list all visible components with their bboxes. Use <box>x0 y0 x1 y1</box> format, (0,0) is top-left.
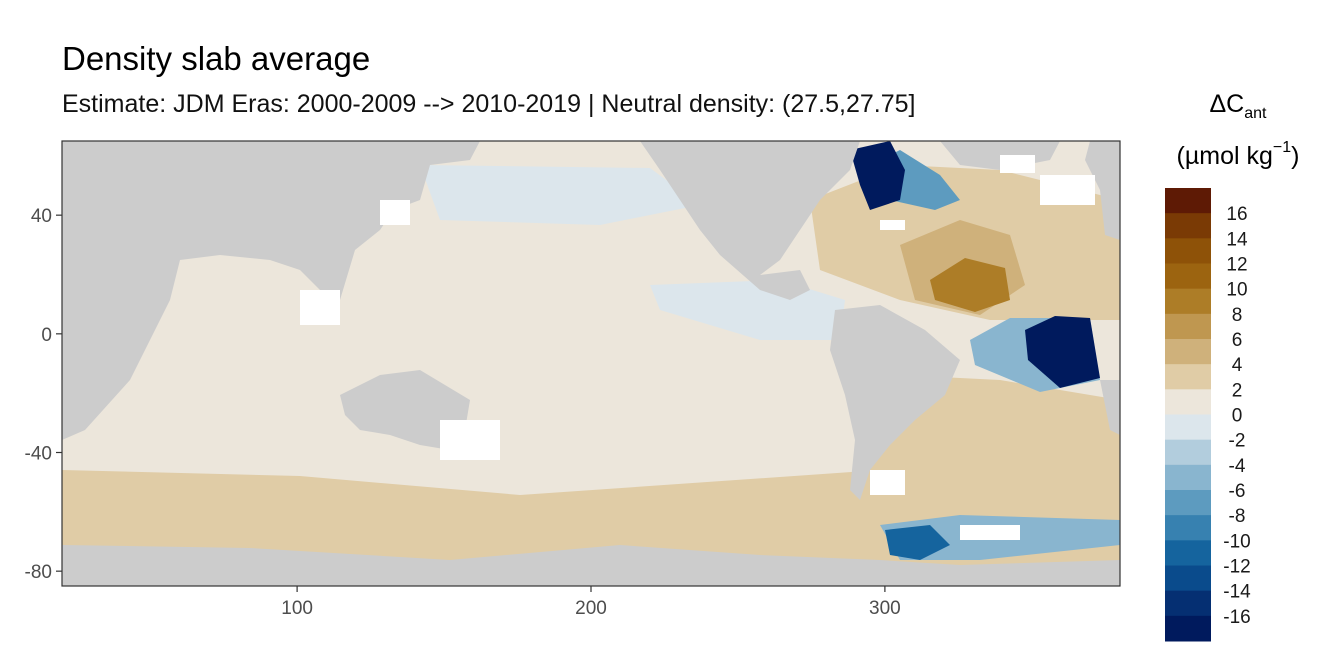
legend-color-step <box>1165 414 1211 441</box>
legend-color-step <box>1165 490 1211 516</box>
legend-color-step <box>1165 515 1211 541</box>
legend-tick-label: -2 <box>1229 431 1246 452</box>
x-tick-label: 200 <box>575 598 607 619</box>
legend-tick-label: 8 <box>1232 305 1243 326</box>
legend-tick-label: -6 <box>1229 481 1246 502</box>
chart-title: Density slab average <box>62 40 371 77</box>
legend-color-step <box>1165 339 1211 365</box>
legend-color-step <box>1165 313 1211 340</box>
legend-color-step <box>1165 263 1211 290</box>
legend-title-main: ΔC <box>1209 90 1244 118</box>
legend-tick-label: -4 <box>1229 456 1246 477</box>
legend-tick-label: -12 <box>1223 557 1250 578</box>
legend-color-step <box>1165 389 1211 415</box>
legend-tick-label: 10 <box>1226 280 1247 301</box>
legend-color-step <box>1165 464 1211 491</box>
legend-tick-label: -8 <box>1229 506 1246 527</box>
chart-subtitle: Estimate: JDM Eras: 2000-2009 --> 2010-2… <box>62 90 916 118</box>
land <box>62 141 1120 586</box>
legend-color-step <box>1165 288 1211 315</box>
x-tick-label: 300 <box>869 598 901 619</box>
y-tick-label: 40 <box>31 206 52 227</box>
legend-unit: (µmol kg−1) <box>1177 139 1300 170</box>
north-atlantic-positive-core <box>930 258 1010 312</box>
missing-data <box>300 155 1095 540</box>
y-tick-label: 0 <box>41 325 52 346</box>
eq-atlantic-negative-core <box>1025 316 1100 388</box>
weddell-negative-core <box>885 525 950 560</box>
legend-title: ΔCant <box>1209 90 1267 122</box>
legend-color-step <box>1165 188 1211 214</box>
map-layer <box>62 141 1120 586</box>
legend-unit-close: ) <box>1291 142 1299 170</box>
y-tick-label: -40 <box>25 444 52 465</box>
legend-color-step <box>1165 213 1211 239</box>
legend-tick-label: -10 <box>1223 531 1250 552</box>
legend-tick-label: 4 <box>1232 355 1243 376</box>
legend-tick-label: 0 <box>1232 406 1243 427</box>
legend-tick-label: 14 <box>1226 229 1248 250</box>
legend-tick-label: 12 <box>1226 255 1247 276</box>
legend-color-step <box>1165 590 1211 617</box>
legend-title-sub: ant <box>1244 105 1267 122</box>
legend-color-step <box>1165 238 1211 264</box>
legend-tick-label: -16 <box>1223 607 1250 628</box>
north-pacific-negative <box>420 165 700 225</box>
legend-color-step <box>1165 364 1211 390</box>
legend-tick-label: 2 <box>1232 380 1243 401</box>
labrador-negative-core <box>850 141 905 210</box>
legend-color-step <box>1165 615 1211 642</box>
legend-tick-label: 16 <box>1226 204 1247 225</box>
legend: ΔCant (µmol kg−1) 16 14 12 10 8 6 4 2 0 -2 -4 -6 -8 -10… <box>1165 90 1299 642</box>
legend-unit-open: (µmol kg <box>1177 142 1273 170</box>
x-tick-label: 100 <box>281 598 313 619</box>
legend-tick-label: -14 <box>1223 582 1251 603</box>
y-tick-label: -80 <box>25 562 52 583</box>
legend-color-step <box>1165 540 1211 566</box>
legend-unit-sup: −1 <box>1273 139 1291 156</box>
legend-tick-label: 6 <box>1232 330 1243 351</box>
legend-color-step <box>1165 439 1211 466</box>
legend-color-step <box>1165 565 1211 592</box>
